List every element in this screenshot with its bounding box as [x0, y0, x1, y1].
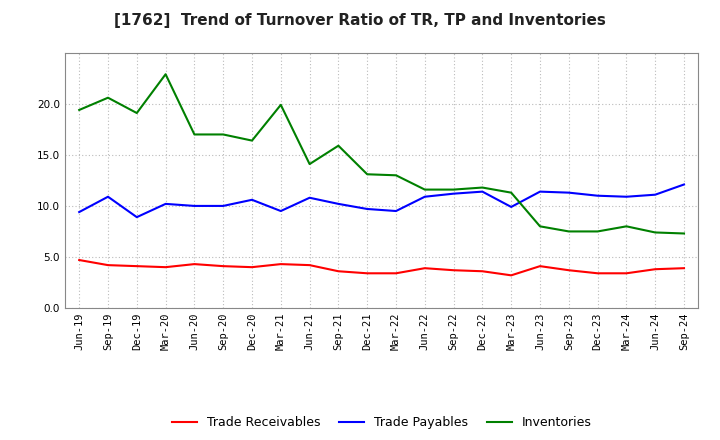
Trade Payables	[190, 203, 199, 209]
Inventories	[276, 102, 285, 107]
Trade Payables	[622, 194, 631, 199]
Inventories	[334, 143, 343, 148]
Inventories	[564, 229, 573, 234]
Trade Payables	[680, 182, 688, 187]
Trade Payables	[651, 192, 660, 197]
Trade Payables	[219, 203, 228, 209]
Trade Receivables	[132, 264, 141, 269]
Trade Receivables	[276, 261, 285, 267]
Inventories	[507, 190, 516, 195]
Trade Payables	[536, 189, 544, 194]
Trade Payables	[478, 189, 487, 194]
Trade Payables	[161, 201, 170, 206]
Trade Payables	[75, 209, 84, 215]
Line: Inventories: Inventories	[79, 74, 684, 234]
Inventories	[449, 187, 458, 192]
Trade Receivables	[564, 268, 573, 273]
Inventories	[190, 132, 199, 137]
Inventories	[219, 132, 228, 137]
Inventories	[75, 107, 84, 113]
Trade Payables	[449, 191, 458, 196]
Trade Receivables	[622, 271, 631, 276]
Trade Receivables	[478, 268, 487, 274]
Trade Payables	[593, 193, 602, 198]
Trade Receivables	[363, 271, 372, 276]
Trade Receivables	[248, 264, 256, 270]
Trade Receivables	[507, 273, 516, 278]
Text: [1762]  Trend of Turnover Ratio of TR, TP and Inventories: [1762] Trend of Turnover Ratio of TR, TP…	[114, 13, 606, 28]
Trade Payables	[305, 195, 314, 200]
Inventories	[622, 224, 631, 229]
Trade Receivables	[305, 263, 314, 268]
Trade Receivables	[219, 264, 228, 269]
Inventories	[363, 172, 372, 177]
Inventories	[536, 224, 544, 229]
Inventories	[420, 187, 429, 192]
Inventories	[305, 161, 314, 167]
Inventories	[104, 95, 112, 100]
Trade Receivables	[75, 257, 84, 263]
Inventories	[680, 231, 688, 236]
Inventories	[248, 138, 256, 143]
Trade Receivables	[651, 267, 660, 272]
Line: Trade Payables: Trade Payables	[79, 184, 684, 217]
Trade Payables	[132, 215, 141, 220]
Inventories	[161, 72, 170, 77]
Trade Payables	[564, 190, 573, 195]
Trade Payables	[248, 197, 256, 202]
Trade Receivables	[680, 266, 688, 271]
Inventories	[132, 110, 141, 116]
Trade Payables	[334, 201, 343, 206]
Trade Payables	[392, 209, 400, 214]
Trade Receivables	[593, 271, 602, 276]
Trade Payables	[104, 194, 112, 199]
Inventories	[392, 172, 400, 178]
Inventories	[478, 185, 487, 190]
Trade Receivables	[536, 264, 544, 269]
Trade Receivables	[392, 271, 400, 276]
Inventories	[651, 230, 660, 235]
Inventories	[593, 229, 602, 234]
Trade Receivables	[334, 268, 343, 274]
Trade Payables	[420, 194, 429, 199]
Trade Payables	[363, 206, 372, 212]
Trade Receivables	[161, 264, 170, 270]
Trade Payables	[507, 204, 516, 209]
Legend: Trade Receivables, Trade Payables, Inventories: Trade Receivables, Trade Payables, Inven…	[166, 411, 597, 434]
Line: Trade Receivables: Trade Receivables	[79, 260, 684, 275]
Trade Receivables	[190, 261, 199, 267]
Trade Receivables	[104, 263, 112, 268]
Trade Receivables	[449, 268, 458, 273]
Trade Receivables	[420, 266, 429, 271]
Trade Payables	[276, 209, 285, 214]
